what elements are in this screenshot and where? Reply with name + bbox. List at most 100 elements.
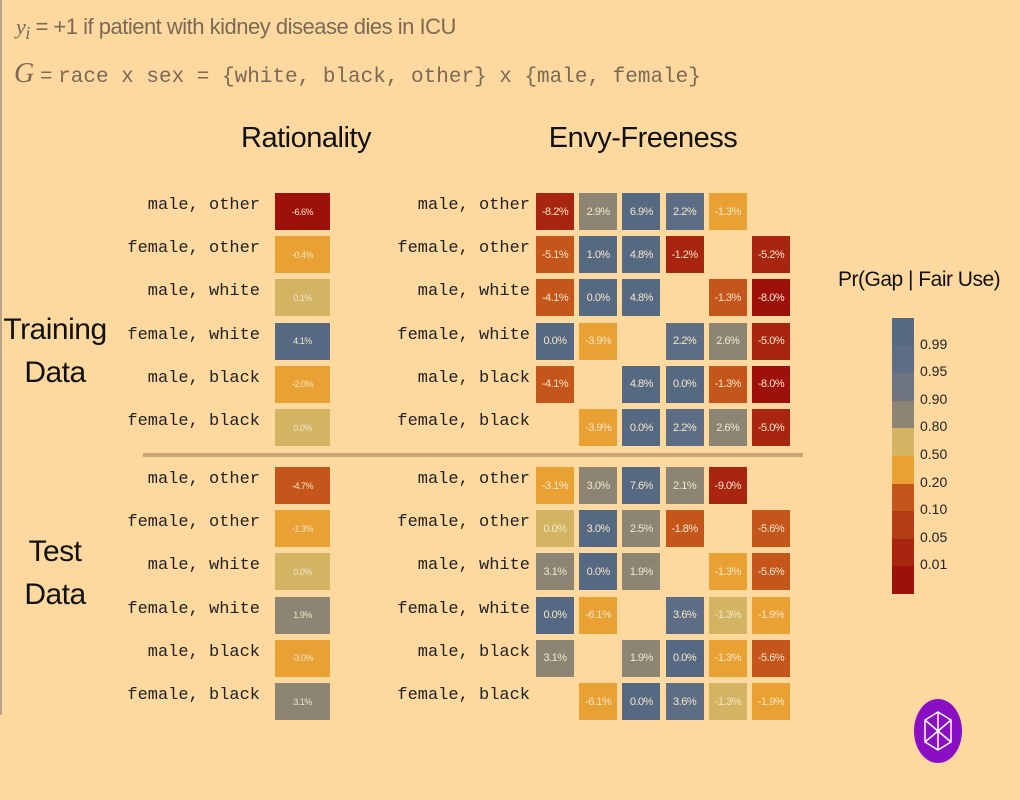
row-label-envy: male, black — [417, 642, 530, 662]
rationality-cell: -3.0% — [275, 639, 330, 677]
rationality-cell: 4.1% — [275, 322, 330, 360]
legend-title: Pr(Gap | Fair Use) — [838, 268, 1001, 291]
row-label-envy: female, black — [397, 686, 530, 705]
row-label-rationality: female, black — [127, 412, 260, 431]
row-label-rationality: male, other — [147, 470, 260, 489]
row-label-envy: male, black — [417, 368, 530, 388]
envy-freeness-cell: 0.0% — [622, 683, 661, 720]
row-label-rationality: male, other — [147, 196, 260, 215]
envy-freeness-cell: -1.8% — [665, 510, 704, 548]
row-label-envy: female, white — [397, 599, 530, 619]
envy-freeness-cell: 0.0% — [665, 639, 704, 677]
envy-freeness-cell: 7.6% — [622, 467, 661, 504]
group-symbol: G — [14, 58, 35, 89]
envy-freeness-cell: 2.2% — [665, 409, 704, 446]
envy-freeness-cell: 4.8% — [622, 279, 661, 317]
envy-freeness-cell: -1.3% — [708, 596, 747, 634]
rationality-cell: -0.4% — [275, 236, 330, 274]
envy-freeness-cell: 0.0% — [622, 409, 661, 446]
legend-color-band — [892, 318, 914, 347]
legend-tick-label: 0.99 — [920, 335, 948, 352]
envy-freeness-cell: -5.0% — [752, 409, 790, 446]
envy-freeness-cell: -5.6% — [752, 639, 790, 677]
legend-color-band — [892, 538, 914, 567]
group-definition: G = race x sex = {white, black, other} x… — [14, 58, 701, 90]
training-data-label: Training Data — [0, 308, 110, 394]
envy-freeness-cell: -8.0% — [752, 365, 790, 403]
envy-freeness-cell: -4.1% — [536, 279, 574, 317]
test-data-label: Test Data — [0, 530, 110, 616]
rationality-cell: -2.0% — [275, 365, 330, 403]
envy-freeness-cell: 1.9% — [622, 553, 661, 591]
legend-tick-label: 0.10 — [920, 501, 948, 518]
row-label-rationality: female, white — [127, 325, 260, 345]
envy-freeness-cell: -5.6% — [752, 510, 790, 548]
envy-freeness-cell: 3.1% — [536, 639, 574, 677]
envy-freeness-cell: 2.2% — [665, 322, 704, 360]
envy-freeness-cell: 0.0% — [536, 510, 574, 548]
envy-freeness-cell: 2.9% — [579, 193, 618, 230]
rationality-cell: -6.6% — [275, 193, 330, 230]
data-word: Data — [24, 356, 86, 389]
row-label-envy: female, other — [397, 513, 530, 533]
envy-freeness-cell: 2.6% — [708, 409, 747, 446]
envy-freeness-cell: 1.9% — [622, 639, 661, 677]
group-set-text: race x sex = {white, black, other} x {ma… — [58, 66, 701, 89]
y-variable: y — [16, 14, 26, 39]
envy-freeness-cell: -1.3% — [708, 683, 747, 720]
legend-color-band — [892, 483, 914, 512]
envy-freeness-cell: 2.6% — [708, 322, 747, 360]
envy-freeness-cell: 2.2% — [665, 193, 704, 230]
data-word: Data — [24, 578, 86, 611]
rationality-cell: -4.7% — [275, 467, 330, 504]
legend-color-band — [892, 428, 914, 457]
outcome-definition: yi = +1 if patient with kidney disease d… — [16, 14, 456, 44]
rationality-title: Rationality — [241, 122, 371, 154]
legend-color-band — [892, 511, 914, 540]
envy-freeness-cell: 3.0% — [579, 510, 618, 548]
rationality-cell: -1.3% — [275, 510, 330, 548]
envy-freeness-cell: 0.0% — [579, 279, 618, 317]
legend-color-band — [892, 373, 914, 402]
envy-freeness-cell: -9.0% — [708, 467, 747, 504]
test-word: Test — [28, 535, 82, 568]
envy-freeness-cell: -5.6% — [752, 553, 790, 591]
legend-color-band — [892, 456, 914, 485]
envy-freeness-cell: -1.3% — [708, 279, 747, 317]
envy-freeness-cell: -1.9% — [752, 596, 790, 634]
envy-freeness-cell: 3.6% — [665, 596, 704, 634]
envy-freeness-cell: 3.1% — [536, 553, 574, 591]
legend-tick-label: 0.20 — [920, 473, 948, 490]
outcome-text: = +1 if patient with kidney disease dies… — [29, 14, 456, 39]
legend-color-band — [892, 400, 914, 429]
row-label-envy: female, black — [397, 412, 530, 431]
legend-tick-label: 0.80 — [920, 418, 948, 435]
rationality-cell: 1.9% — [275, 596, 330, 634]
envy-freeness-cell: -8.0% — [752, 279, 790, 317]
slide-left-edge — [0, 0, 2, 715]
legend-tick-label: 0.95 — [920, 363, 948, 380]
envy-freeness-cell: -5.1% — [536, 236, 574, 274]
row-label-rationality: male, black — [147, 642, 260, 662]
row-label-rationality: female, black — [127, 686, 260, 705]
envy-freeness-cell: -8.2% — [536, 193, 574, 230]
envy-freeness-cell: 1.0% — [579, 236, 618, 274]
i-subscript: i — [25, 23, 30, 44]
envy-freeness-cell: -5.2% — [752, 236, 790, 274]
legend-tick-label: 0.90 — [920, 390, 948, 407]
envy-freeness-cell: 0.0% — [579, 553, 618, 591]
envy-freeness-cell: -4.1% — [536, 365, 574, 403]
row-label-envy: female, white — [397, 325, 530, 345]
row-label-envy: female, other — [397, 239, 530, 259]
row-label-envy: male, other — [417, 470, 530, 489]
rationality-cell: 3.1% — [275, 683, 330, 720]
legend-tick-label: 0.50 — [920, 446, 948, 462]
envy-freeness-title: Envy-Freeness — [548, 122, 738, 154]
legend-color-band — [892, 345, 914, 374]
rationality-cell: 0.0% — [275, 409, 330, 446]
envy-freeness-cell: -3.9% — [579, 322, 618, 360]
envy-freeness-cell: 3.6% — [665, 683, 704, 720]
row-label-rationality: male, black — [147, 368, 260, 388]
legend-color-band — [892, 566, 914, 595]
training-word: Training — [3, 313, 107, 346]
